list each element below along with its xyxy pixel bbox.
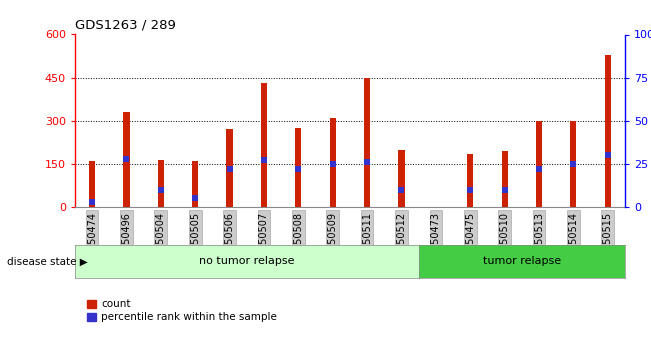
Bar <box>536 121 542 207</box>
Bar <box>570 121 577 207</box>
Bar <box>227 129 232 207</box>
Legend: count, percentile rank within the sample: count, percentile rank within the sample <box>83 295 281 326</box>
Text: GDS1263 / 289: GDS1263 / 289 <box>75 19 176 32</box>
Text: tumor relapse: tumor relapse <box>483 256 561 266</box>
Bar <box>123 112 130 207</box>
Text: disease state ▶: disease state ▶ <box>7 256 87 266</box>
Bar <box>501 151 508 207</box>
Bar <box>398 149 404 207</box>
Bar <box>261 83 267 207</box>
Bar <box>329 118 336 207</box>
Bar <box>467 154 473 207</box>
Bar <box>192 161 199 207</box>
Bar <box>364 78 370 207</box>
Bar <box>296 128 301 207</box>
Text: no tumor relapse: no tumor relapse <box>199 256 294 266</box>
Bar <box>158 159 164 207</box>
Bar <box>89 161 95 207</box>
Bar <box>605 55 611 207</box>
